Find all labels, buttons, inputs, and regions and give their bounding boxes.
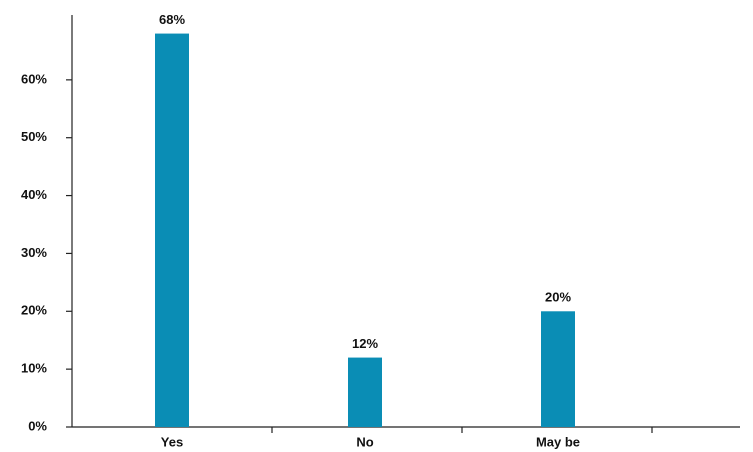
y-tick-label: 60% bbox=[21, 71, 47, 86]
x-tick-label: May be bbox=[536, 434, 580, 449]
bar bbox=[155, 33, 189, 427]
data-label: 20% bbox=[545, 290, 571, 305]
y-tick-label: 20% bbox=[21, 303, 47, 318]
y-tick-label: 40% bbox=[21, 187, 47, 202]
bar bbox=[348, 357, 382, 427]
data-label: 68% bbox=[159, 12, 185, 27]
y-tick-label: 0% bbox=[28, 418, 47, 433]
x-tick-label: No bbox=[356, 434, 373, 449]
x-tick-label: Yes bbox=[161, 434, 183, 449]
bar bbox=[541, 311, 575, 427]
data-label: 12% bbox=[352, 336, 378, 351]
y-tick-label: 50% bbox=[21, 129, 47, 144]
y-tick-label: 30% bbox=[21, 245, 47, 260]
y-tick-label: 10% bbox=[21, 361, 47, 376]
